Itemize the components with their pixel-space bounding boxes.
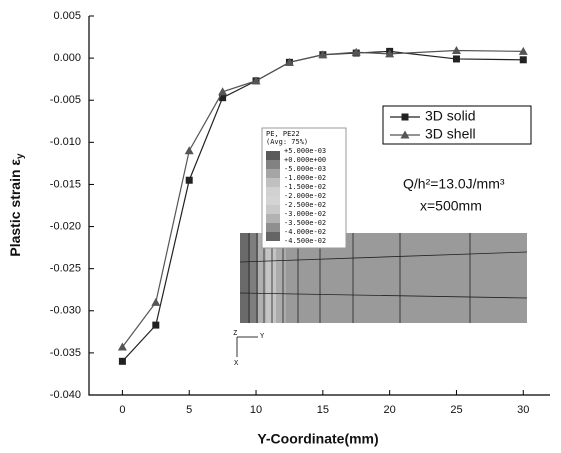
- inset-swatch: [266, 151, 280, 160]
- inset-swatch: [266, 187, 280, 196]
- y-axis-label: Plastic strain εy: [7, 153, 26, 257]
- y-tick-label: -0.030: [50, 305, 81, 317]
- marker: [151, 298, 160, 306]
- y-tick-label: -0.020: [50, 220, 81, 232]
- inset-level-label: -1.500e-02: [284, 183, 326, 191]
- y-tick-label: -0.025: [50, 263, 81, 275]
- y-tick-label: -0.035: [50, 347, 81, 359]
- marker: [453, 55, 460, 62]
- annotation: Q/h²=13.0J/mm³: [403, 176, 505, 192]
- inset-level-label: -5.000e-03: [284, 165, 326, 173]
- inset-swatch: [266, 196, 280, 205]
- y-tick-label: -0.015: [50, 178, 81, 190]
- inset-axis: X: [234, 359, 239, 367]
- marker: [152, 322, 159, 329]
- y-tick-label: -0.005: [50, 94, 81, 106]
- y-label-main: Plastic strain ε: [7, 159, 23, 257]
- inset-title: PE, PE22: [266, 130, 300, 138]
- x-tick-label: 15: [317, 404, 329, 416]
- inset-axis: Y: [260, 332, 265, 340]
- inset-level-label: -1.000e-02: [284, 174, 326, 182]
- inset-level-label: -4.500e-02: [284, 237, 326, 245]
- inset-subtitle: (Avg: 75%): [266, 138, 308, 146]
- y-tick-label: -0.010: [50, 136, 81, 148]
- x-tick-label: 5: [186, 404, 192, 416]
- inset-level-label: +5.000e-03: [284, 147, 326, 155]
- inset-swatch: [266, 214, 280, 223]
- annotation: x=500mm: [420, 198, 482, 214]
- marker: [402, 114, 409, 121]
- inset-swatch: [266, 232, 280, 241]
- inset-axis: Z: [233, 329, 237, 337]
- marker: [186, 177, 193, 184]
- x-tick-label: 0: [119, 404, 125, 416]
- legend-label: 3D shell: [425, 126, 476, 142]
- x-tick-label: 10: [250, 404, 262, 416]
- x-tick-label: 25: [450, 404, 462, 416]
- chart: Y Z X PE, PE22 (Avg: 75%) Q/h²=13.0J/mm³…: [0, 0, 561, 453]
- y-tick-label: 0.000: [53, 52, 81, 64]
- inset-swatch: [266, 160, 280, 169]
- inset-swatch: [266, 178, 280, 187]
- y-tick-label: 0.005: [53, 10, 81, 22]
- marker: [119, 358, 126, 365]
- inset-level-label: -3.000e-02: [284, 210, 326, 218]
- y-tick-label: -0.040: [50, 389, 81, 401]
- inset-swatch: [266, 205, 280, 214]
- inset-level-label: -2.500e-02: [284, 201, 326, 209]
- inset-level-label: -3.500e-02: [284, 219, 326, 227]
- contour-inset: [237, 233, 527, 357]
- x-axis-label: Y-Coordinate(mm): [257, 431, 378, 447]
- y-label-sub: y: [15, 153, 26, 159]
- inset-level-label: -4.000e-02: [284, 228, 326, 236]
- inset-swatch: [266, 223, 280, 232]
- inset-level-label: +0.000e+00: [284, 156, 326, 164]
- inset-level-label: -2.000e-02: [284, 192, 326, 200]
- x-tick-label: 30: [517, 404, 529, 416]
- marker: [185, 146, 194, 154]
- legend-label: 3D solid: [425, 108, 476, 124]
- marker: [520, 56, 527, 63]
- x-tick-label: 20: [384, 404, 396, 416]
- inset-swatch: [266, 169, 280, 178]
